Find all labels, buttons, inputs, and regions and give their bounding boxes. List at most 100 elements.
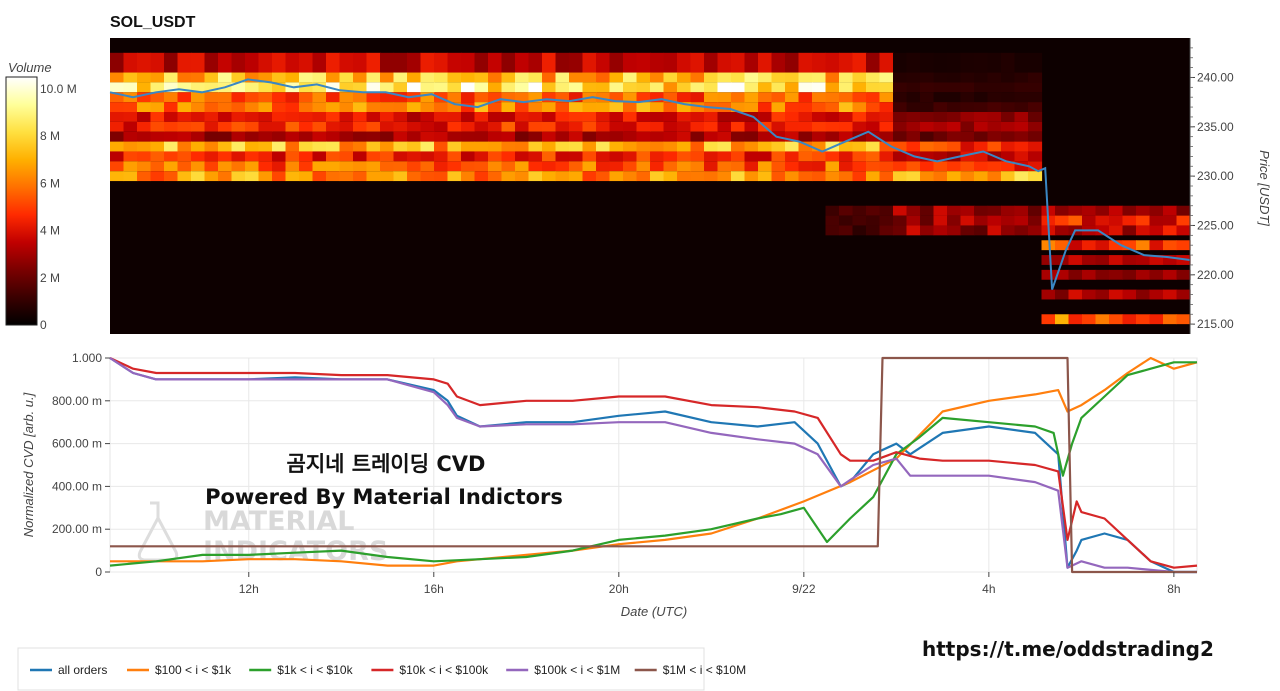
heatmap-cell [555, 121, 570, 132]
heatmap-cell [974, 82, 989, 93]
heatmap-cell [893, 121, 908, 132]
heatmap-cell [906, 72, 921, 83]
heatmap-cell [272, 102, 287, 112]
heatmap-cell [933, 82, 948, 93]
heatmap-cell [461, 112, 476, 122]
heatmap-cell [326, 131, 341, 142]
heatmap-cell [407, 112, 422, 122]
heatmap-cell [245, 141, 260, 152]
heatmap-cell [893, 215, 908, 226]
heatmap-cell [366, 151, 381, 162]
heatmap-cell [1014, 131, 1029, 142]
heatmap-cell [137, 52, 152, 73]
heatmap-cell [1122, 215, 1137, 226]
legend-item-label[interactable]: $100 < i < $1k [155, 663, 232, 677]
heatmap-cell [1122, 225, 1137, 236]
heatmap-cell [488, 171, 503, 182]
heatmap-cell [501, 102, 516, 112]
heatmap-cell [906, 112, 921, 122]
heatmap-cell [231, 141, 246, 152]
heatmap-cell [1109, 240, 1124, 251]
heatmap-cell [164, 112, 179, 122]
heatmap-cell [285, 161, 300, 172]
heatmap-cell [393, 92, 408, 103]
heatmap-cell [731, 161, 746, 172]
heatmap-cell [569, 82, 584, 93]
heatmap-cell [1001, 82, 1016, 93]
heatmap-cell [1095, 225, 1110, 236]
heatmap-cell [825, 52, 840, 73]
telegram-url[interactable]: https://t.me/oddstrading2 [922, 637, 1214, 661]
heatmap-cell [771, 82, 786, 93]
heatmap-cell [339, 72, 354, 83]
heatmap-cell [933, 112, 948, 122]
legend-item-label[interactable]: $100k < i < $1M [534, 663, 620, 677]
heatmap-cell [191, 141, 206, 152]
heatmap-cell [717, 131, 732, 142]
heatmap-cell [218, 161, 233, 172]
heatmap-cell [947, 112, 962, 122]
heatmap-cell [866, 225, 881, 236]
heatmap-cell [164, 161, 179, 172]
heatmap-cell [879, 225, 894, 236]
heatmap-cell [758, 82, 773, 93]
legend-item-label[interactable]: $1M < i < $10M [663, 663, 746, 677]
heatmap-cell [177, 131, 192, 142]
heatmap-cell [785, 141, 800, 152]
legend-item-label[interactable]: $10k < i < $100k [399, 663, 489, 677]
heatmap-cell [258, 112, 273, 122]
colorbar-tick-label: 10.0 M [40, 82, 77, 96]
heatmap-cell [704, 92, 719, 103]
heatmap-cell [542, 92, 557, 103]
heatmap-cell [947, 82, 962, 93]
heatmap-cell [231, 92, 246, 103]
heatmap-cell [434, 102, 449, 112]
heatmap-cell [272, 112, 287, 122]
heatmap-cell [785, 121, 800, 132]
heatmap-cell [663, 151, 678, 162]
legend-item-label[interactable]: $1k < i < $10k [277, 663, 353, 677]
heatmap-cell [164, 131, 179, 142]
heatmap-cell [798, 141, 813, 152]
heatmap-cell [1095, 289, 1110, 300]
heatmap-cell [407, 161, 422, 172]
heatmap-cell [798, 121, 813, 132]
heatmap-cell [312, 151, 327, 162]
heatmap-cell [1014, 82, 1029, 93]
heatmap-cell [1028, 171, 1043, 182]
heatmap-cell [1176, 225, 1191, 236]
heatmap-cell [366, 72, 381, 83]
heatmap-cell [852, 92, 867, 103]
heatmap-cell [731, 72, 746, 83]
heatmap-cell [1041, 314, 1056, 325]
heatmap-cell [582, 72, 597, 83]
legend-item-label[interactable]: all orders [58, 663, 107, 677]
heatmap-cell [812, 72, 827, 83]
heatmap-cell [798, 92, 813, 103]
heatmap-cell [393, 161, 408, 172]
heatmap-cell [920, 82, 935, 93]
heatmap-cell [1001, 121, 1016, 132]
heatmap-cell [137, 121, 152, 132]
heatmap-cell [812, 112, 827, 122]
heatmap-cell [960, 102, 975, 112]
heatmap-cell [960, 92, 975, 103]
heatmap-cell [285, 72, 300, 83]
heatmap-cell [717, 151, 732, 162]
heatmap-cell [596, 102, 611, 112]
chart-title: SOL_USDT [110, 14, 196, 31]
heatmap-cell [650, 92, 665, 103]
heatmap-cell [245, 82, 260, 93]
heatmap-cell [879, 121, 894, 132]
heatmap-cell [879, 72, 894, 83]
heatmap-cell [906, 141, 921, 152]
heatmap-cell [434, 52, 449, 73]
heatmap-cell [501, 82, 516, 93]
heatmap-cell [501, 72, 516, 83]
heatmap-cell [1149, 205, 1164, 216]
heatmap-cell [488, 82, 503, 93]
heatmap-cell [380, 171, 395, 182]
heatmap-cell [839, 141, 854, 152]
heatmap-cell [1082, 289, 1097, 300]
heatmap-cell [407, 72, 422, 83]
